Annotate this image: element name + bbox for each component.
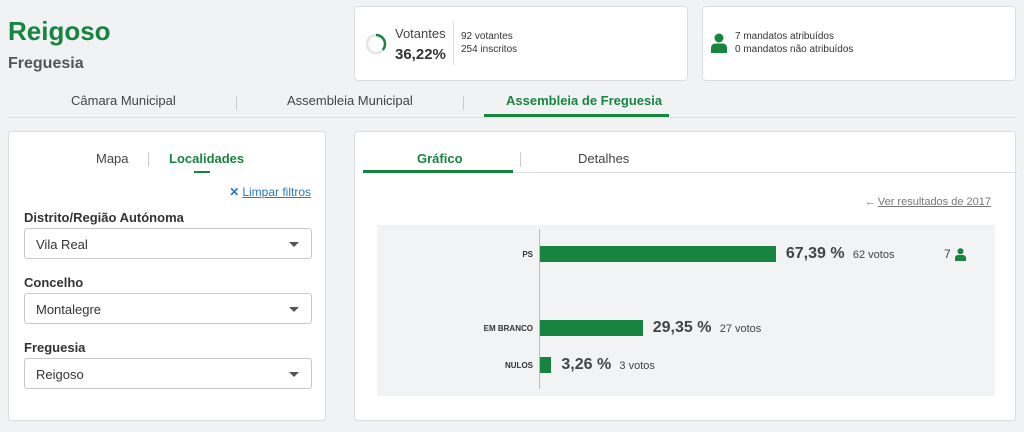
concelho-select[interactable]: Montalegre <box>24 293 312 324</box>
clear-filters-label: Limpar filtros <box>242 185 311 199</box>
bar-ps <box>540 246 776 262</box>
active-tab-indicator <box>484 114 669 117</box>
mandatos-nao-atribuidos: 0 mandatos não atribuídos <box>735 44 854 55</box>
tab-separator <box>148 152 149 167</box>
results-bar-chart: PS 67,39 % 62 votos 7 EM BRANCO 29,35 % 27 vot… <box>377 225 995 396</box>
tab-separator <box>463 96 464 110</box>
tab-localidades[interactable]: Localidades <box>169 151 245 166</box>
votantes-percent: 36,22% <box>395 46 446 63</box>
filters-panel: Mapa Localidades ✕ Limpar filtros Distrit… <box>8 131 326 421</box>
clear-filters-link[interactable]: ✕ Limpar filtros <box>229 185 311 199</box>
mandatos-atribuidos: 7 mandatos atribuídos <box>735 31 834 42</box>
page-subtitle: Freguesia <box>8 55 84 72</box>
votantes-label: Votantes <box>395 26 446 41</box>
inscritos-count: 254 inscritos <box>461 44 518 55</box>
category-label: EM BRANCO <box>483 324 533 333</box>
person-icon <box>711 33 727 53</box>
caret-down-icon <box>289 372 299 377</box>
results-panel: Gráfico Detalhes ← Ver resultados de 2017… <box>354 131 1017 421</box>
freguesia-select[interactable]: Reigoso <box>24 358 312 389</box>
tab-assembleia-freguesia[interactable]: Assembleia de Freguesia <box>506 93 663 108</box>
filter-label-freguesia: Freguesia <box>24 340 86 355</box>
caret-down-icon <box>289 242 299 247</box>
active-tab-indicator <box>194 171 210 173</box>
mandatos-card: 7 mandatos atribuídos 0 mandatos não atr… <box>702 6 1016 81</box>
page-title: Reigoso <box>8 16 111 46</box>
tab-separator <box>520 152 521 167</box>
freguesia-value: Reigoso <box>36 367 84 382</box>
tab-mapa[interactable]: Mapa <box>96 151 129 166</box>
tabs-baseline <box>363 172 1017 173</box>
progress-ring-icon <box>365 33 387 55</box>
divider <box>453 21 454 65</box>
votes-label: 27 votos <box>719 323 762 335</box>
votes-label: 3 votos <box>619 360 655 372</box>
value-label: 29,35 % <box>652 319 712 336</box>
votantes-card: Votantes 36,22% 92 votantes 254 inscrito… <box>354 6 688 81</box>
caret-down-icon <box>289 307 299 312</box>
bar-nulos <box>540 357 552 373</box>
concelho-value: Montalegre <box>36 302 102 317</box>
chart-axis <box>539 229 540 389</box>
category-label: NULOS <box>505 361 533 370</box>
distrito-select[interactable]: Vila Real <box>24 228 312 259</box>
votes-label: 62 votos <box>852 249 895 261</box>
election-tabs: Câmara Municipal Assembleia Municipal As… <box>8 88 1016 118</box>
value-label: 3,26 % <box>561 356 612 373</box>
tab-camara-municipal[interactable]: Câmara Municipal <box>71 93 176 108</box>
distrito-value: Vila Real <box>36 237 88 252</box>
previous-results-label: Ver resultados de 2017 <box>877 196 991 208</box>
category-label: PS <box>522 250 533 259</box>
tab-detalhes[interactable]: Detalhes <box>578 151 630 166</box>
value-label: 67,39 % <box>785 245 845 262</box>
filter-label-distrito: Distrito/Região Autónoma <box>24 210 184 225</box>
person-icon <box>955 248 966 261</box>
active-tab-indicator <box>363 170 513 173</box>
previous-results-link[interactable]: ← Ver resultados de 2017 <box>865 196 991 208</box>
tab-assembleia-municipal[interactable]: Assembleia Municipal <box>287 93 413 108</box>
close-icon: ✕ <box>229 185 240 199</box>
bar-em-branco <box>540 320 643 336</box>
tab-separator <box>236 96 237 110</box>
tab-grafico[interactable]: Gráfico <box>417 151 463 166</box>
arrow-left-icon: ← <box>864 196 876 208</box>
votantes-count: 92 votantes <box>461 31 513 42</box>
filter-label-concelho: Concelho <box>24 275 84 290</box>
mandates-count: 7 <box>944 247 951 261</box>
